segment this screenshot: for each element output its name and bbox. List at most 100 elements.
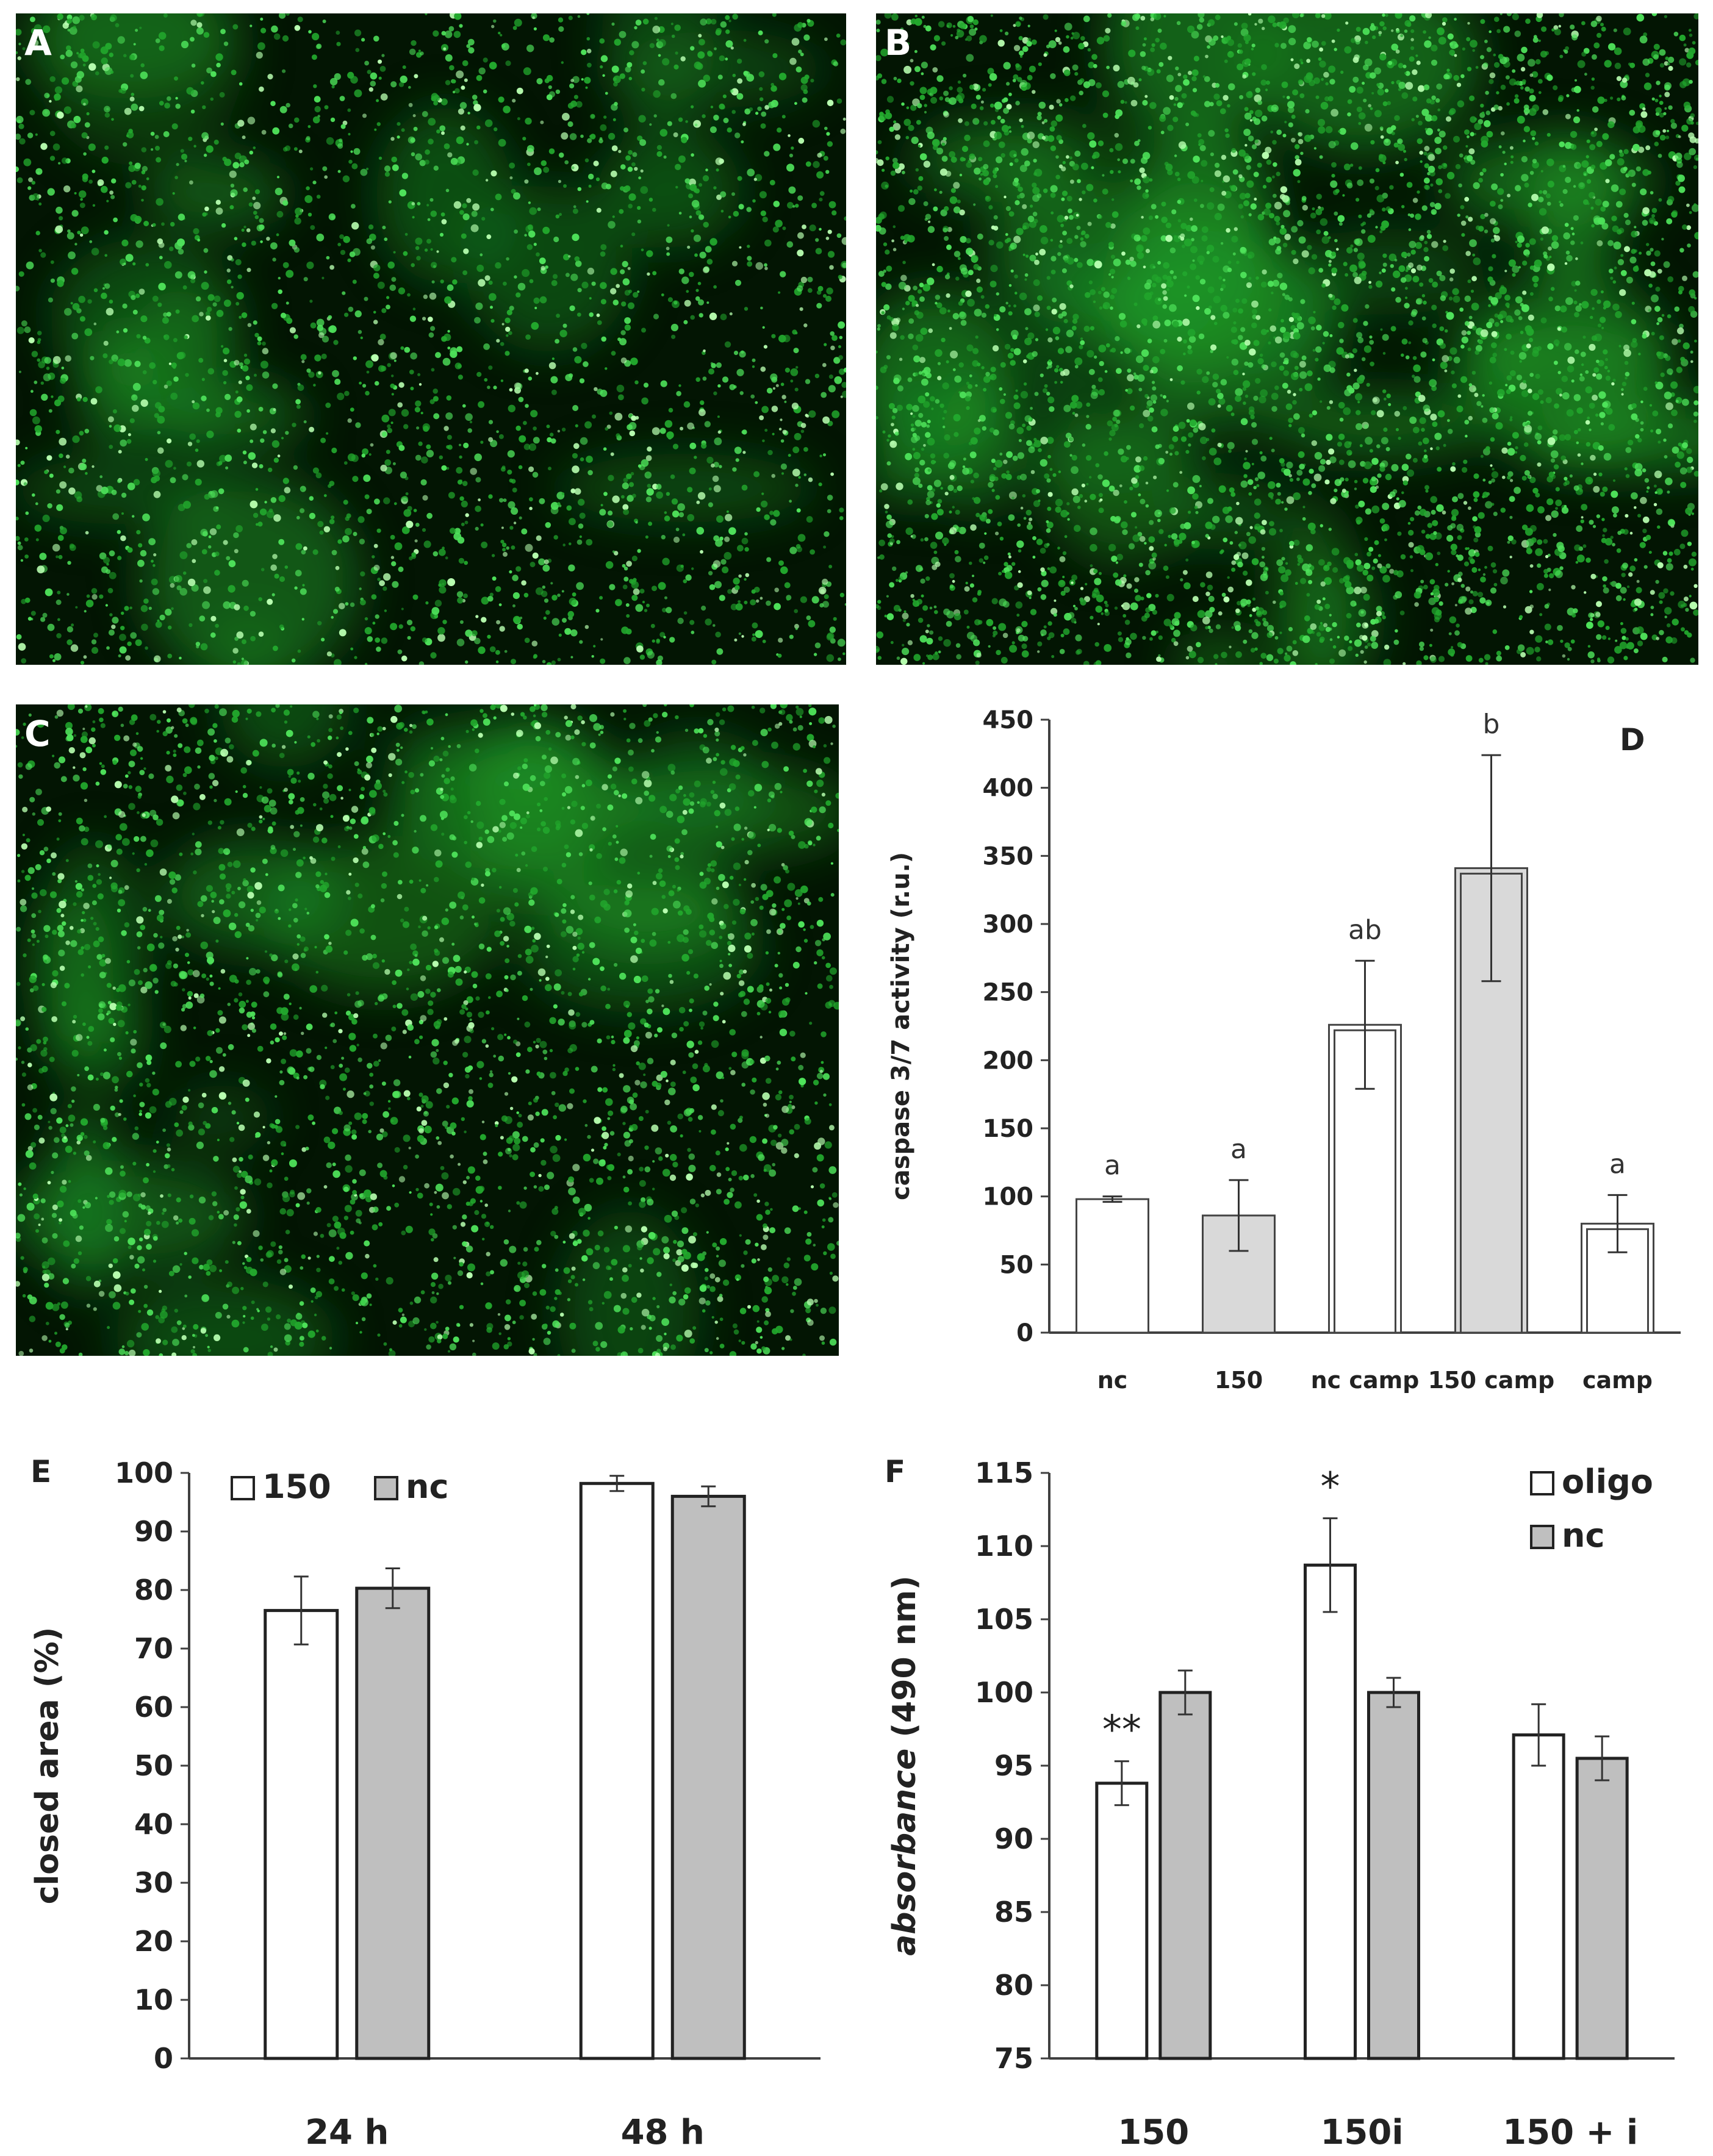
cell-dot: [446, 445, 450, 449]
cell-dot: [1355, 393, 1363, 401]
cell-dot: [1420, 351, 1427, 358]
cell-dot: [1243, 462, 1251, 470]
cell-dot: [1097, 474, 1103, 480]
cell-dot: [1021, 643, 1027, 650]
cell-dot: [893, 378, 900, 384]
cell-dot: [159, 45, 165, 51]
cell-dot: [687, 487, 693, 493]
cell-dot: [71, 332, 79, 340]
cell-dot: [202, 212, 207, 217]
cell-dot: [1139, 423, 1144, 429]
cell-dot: [1266, 654, 1274, 661]
cell-dot: [1288, 417, 1293, 423]
cell-dot: [509, 388, 513, 392]
cell-dot: [533, 297, 540, 304]
cell-dot: [1620, 587, 1627, 594]
cell-dot: [1321, 236, 1330, 244]
cell-dot: [1431, 209, 1437, 215]
cell-dot: [764, 39, 769, 44]
cell-dot: [675, 185, 678, 189]
cell-dot: [1165, 575, 1169, 579]
cell-dot: [1145, 481, 1149, 485]
cell-dot: [1371, 457, 1379, 465]
cell-dot: [312, 549, 318, 555]
cell-dot: [973, 203, 976, 206]
cell-dot: [568, 255, 571, 258]
cell-dot: [334, 378, 341, 385]
cell-dot: [676, 391, 681, 396]
cell-dot: [1082, 190, 1086, 195]
cell-dot: [391, 374, 394, 378]
cell-dot: [182, 474, 189, 481]
cell-dot: [224, 393, 231, 401]
cell-dot: [703, 74, 711, 82]
cell-dot: [891, 415, 896, 420]
cell-dot: [944, 236, 949, 241]
cell-dot: [935, 295, 941, 300]
cell-dot: [233, 532, 239, 539]
cell-dot: [742, 451, 746, 454]
cell-dot: [168, 576, 177, 584]
cell-dot: [24, 597, 31, 603]
cell-dot: [632, 493, 636, 498]
cell-dot: [1087, 48, 1091, 52]
cell-dot: [800, 429, 805, 433]
cell-dot: [133, 479, 140, 485]
cell-dot: [462, 404, 466, 408]
cell-dot: [489, 62, 497, 70]
cell-dot: [797, 534, 806, 542]
cell-dot: [1694, 339, 1697, 343]
cell-dot: [1567, 365, 1575, 373]
cell-dot: [418, 383, 422, 386]
cell-dot: [1356, 87, 1363, 94]
cell-dot: [813, 161, 820, 168]
cell-dot: [135, 293, 140, 298]
cell-dot: [273, 457, 279, 463]
cell-dot: [1435, 98, 1440, 103]
cell-dot: [1079, 198, 1082, 201]
cell-dot: [488, 293, 497, 301]
cell-dot: [1435, 178, 1443, 185]
cell-dot: [1375, 226, 1378, 229]
cell-dot: [111, 625, 116, 629]
cell-dot: [1381, 268, 1386, 273]
cell-dot: [491, 554, 495, 557]
cell-dot: [1494, 16, 1499, 22]
cell-dot: [40, 617, 46, 622]
cell-dot: [529, 497, 533, 502]
cell-dot: [422, 495, 428, 501]
cell-dot: [1665, 355, 1671, 361]
cell-dot: [600, 504, 603, 507]
cell-dot: [551, 280, 558, 287]
cell-dot: [1271, 292, 1274, 295]
cell-dot: [1517, 115, 1525, 124]
cell-dot: [195, 478, 202, 486]
cell-dot: [1018, 570, 1021, 573]
cell-dot: [562, 113, 570, 121]
cell-dot: [499, 626, 505, 632]
cell-dot: [460, 125, 465, 131]
cell-dot: [992, 345, 999, 352]
cell-dot: [1404, 29, 1408, 33]
cell-dot: [815, 248, 822, 255]
cell-dot: [957, 257, 961, 260]
cell-dot: [1593, 472, 1597, 476]
cell-dot: [939, 307, 947, 315]
cell-dot: [1319, 60, 1326, 68]
cell-dot: [123, 54, 127, 57]
cell-dot: [1571, 281, 1577, 287]
cell-dot: [74, 192, 77, 195]
cell-dot: [99, 594, 104, 599]
cell-dot: [1659, 49, 1666, 56]
cell-dot: [344, 312, 349, 317]
cell-dot: [1034, 311, 1040, 317]
cell-dot: [1377, 473, 1382, 478]
cell-dot: [1350, 244, 1354, 248]
cell-dot: [294, 25, 301, 31]
cell-dot: [380, 464, 387, 472]
cell-dot: [1133, 372, 1137, 376]
cell-dot: [1577, 453, 1581, 457]
cell-dot: [699, 400, 705, 405]
cell-dot: [825, 295, 831, 302]
cell-dot: [1505, 384, 1508, 387]
